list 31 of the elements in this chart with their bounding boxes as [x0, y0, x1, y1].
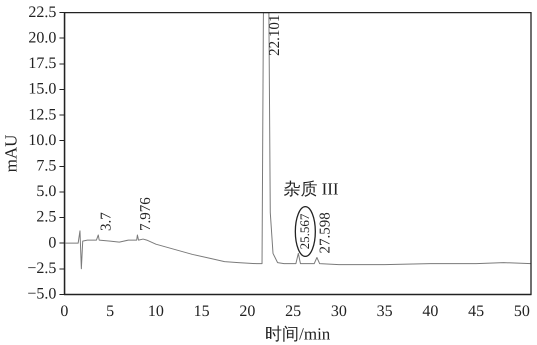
y-tick-label: 5.0 [36, 183, 56, 200]
x-axis-title: 时间/min [265, 324, 331, 344]
x-tick-label: 10 [148, 303, 164, 320]
x-tick-label: 5 [106, 303, 114, 320]
annotation: 25.567 [297, 213, 312, 250]
y-axis-title: mAU [2, 134, 21, 172]
y-tick-label: 17.5 [28, 55, 56, 72]
annotation: 27.598 [317, 212, 334, 254]
x-tick-label: 15 [194, 303, 210, 320]
x-tick-label: 30 [330, 303, 347, 320]
x-tick-label: 20 [239, 303, 256, 320]
y-tick-label: 10.0 [28, 132, 56, 149]
y-tick-label: 22.5 [28, 4, 56, 21]
x-tick-label: 45 [468, 303, 484, 320]
x-tick-label: 40 [422, 303, 438, 320]
x-tick-label: 35 [376, 303, 393, 320]
annotation: 22.101 [267, 14, 284, 56]
x-tick-label: 0 [60, 303, 68, 320]
x-tick-label: 50 [514, 303, 530, 320]
y-tick-label: −5.0 [27, 286, 56, 303]
y-tick-label: 12.5 [28, 106, 56, 124]
annotation: 杂质 III [283, 180, 339, 199]
y-tick-label: 20.0 [28, 29, 56, 46]
y-tick-label: −2.5 [27, 260, 56, 277]
annotation: 3.7 [98, 212, 115, 231]
x-tick-label: 25 [285, 303, 302, 320]
y-tick-label: 0 [48, 234, 56, 252]
annotation: 7.976 [138, 196, 154, 231]
y-tick-label: 7.5 [36, 158, 56, 175]
y-tick-label: 2.5 [36, 208, 56, 226]
y-tick-label: 15.0 [28, 80, 56, 98]
